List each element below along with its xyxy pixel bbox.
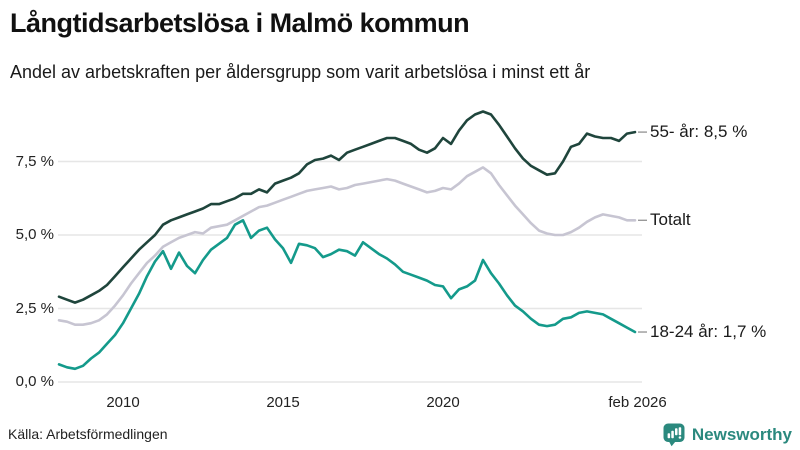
series-line-totalt xyxy=(57,166,637,327)
branding-name: Newsworthy xyxy=(691,425,792,444)
y-tick-label-0: 0,0 % xyxy=(15,373,54,390)
source-note: Källa: Arbetsförmedlingen xyxy=(8,426,168,442)
x-tick-label-feb-2026: feb 2026 xyxy=(608,394,667,411)
newsworthy-logo-icon xyxy=(663,423,685,447)
series-end-label-totalt: Totalt xyxy=(650,209,691,229)
series-end-label-55-ar: 55- år: 8,5 % xyxy=(650,121,748,141)
branding: Newsworthy xyxy=(663,423,792,447)
chart-title: Långtidsarbetslösa i Malmö kommun xyxy=(10,8,470,38)
x-tick-label-2010: 2010 xyxy=(106,394,140,411)
series-line-18-24-r xyxy=(57,219,637,371)
series-end-label-18-24-ar: 18-24 år: 1,7 % xyxy=(650,321,767,341)
y-tick-label-5: 5,0 % xyxy=(15,226,54,243)
series-line-55-r xyxy=(57,110,637,304)
chart-subtitle: Andel av arbetskraften per åldersgrupp s… xyxy=(10,62,591,82)
x-tick-label-2015: 2015 xyxy=(266,394,300,411)
y-tick-label-7.5: 7,5 % xyxy=(15,152,54,170)
y-tick-label-2.5: 2,5 % xyxy=(15,299,54,317)
x-tick-label-2020: 2020 xyxy=(426,394,460,411)
